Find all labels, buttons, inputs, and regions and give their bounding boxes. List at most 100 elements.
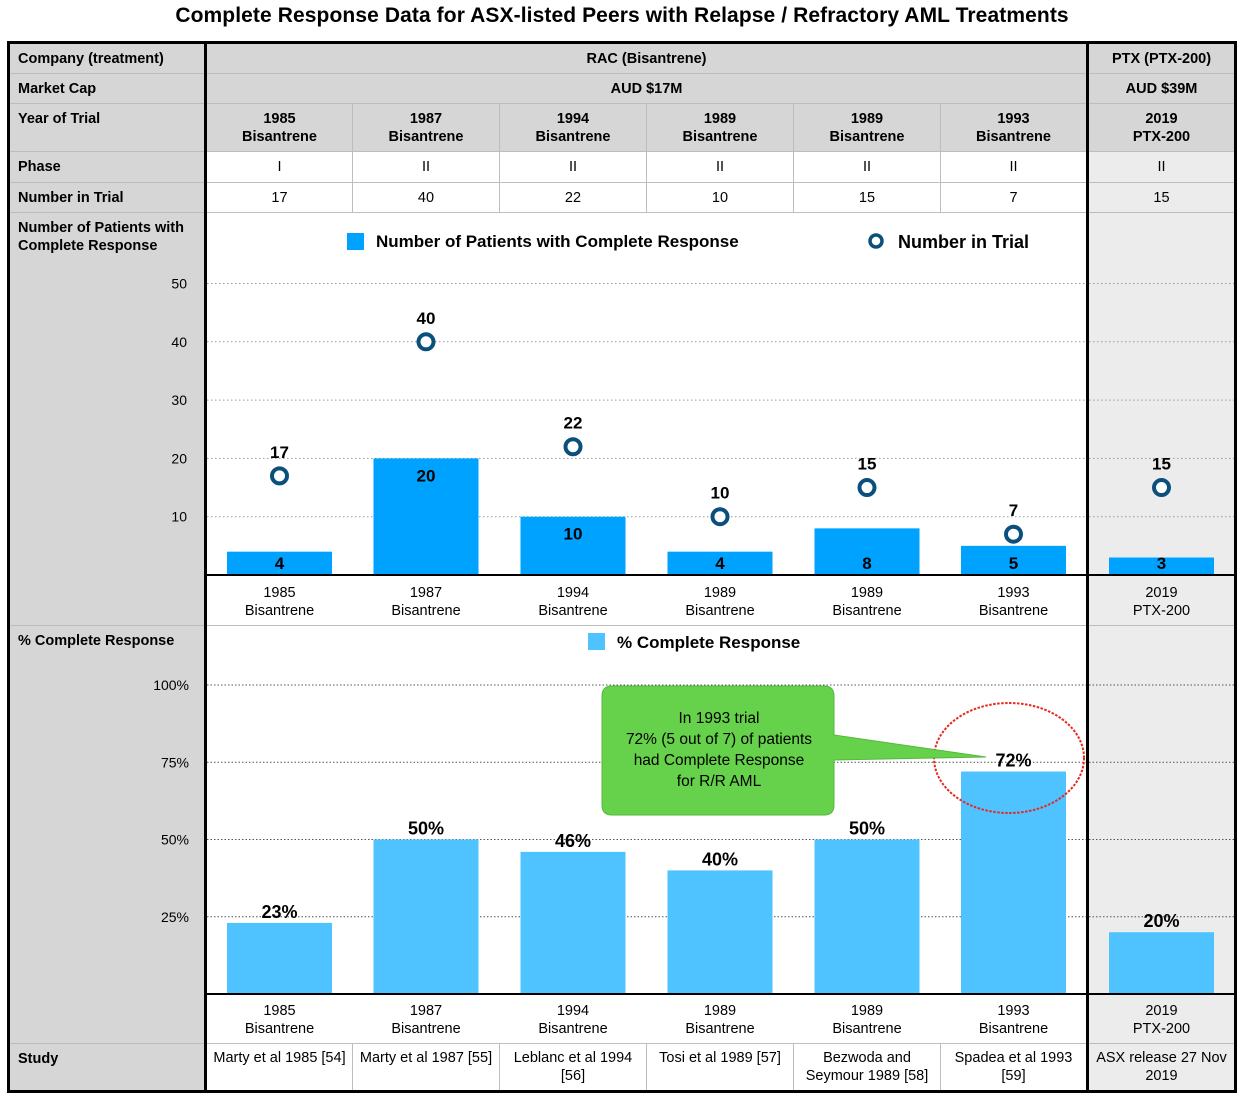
annotation-line-1: In 1993 trial	[679, 710, 760, 727]
study-value: Leblanc et al 1994 [56]	[513, 1050, 633, 1084]
x-tick-year: 1993	[997, 1003, 1029, 1019]
pct-cr-chart: % Complete Response 25% 50% 75% 100% 23% 50%…	[153, 633, 1234, 1037]
patients-cr-chart: Number of Patients with Complete Respons…	[171, 232, 1234, 619]
annotation-callout: In 1993 trial 72% (5 out of 7) of patien…	[601, 685, 987, 816]
x-tick-year: 1989	[851, 1003, 883, 1019]
bar-pct-value-label: 50%	[408, 819, 444, 839]
bar-patients-cr	[1109, 557, 1214, 575]
phase-cell: II	[421, 159, 431, 175]
y-tick-label: 40	[171, 334, 187, 350]
treatment-value: Bisantrene	[829, 129, 905, 145]
x-tick-year: 1989	[704, 585, 736, 601]
row-label-market-cap: Market Cap	[18, 80, 97, 97]
company-rac: RAC (Bisantrene)	[586, 50, 707, 67]
bar-pct-cr	[1109, 932, 1214, 994]
y-tick-label: 30	[171, 392, 187, 408]
study-cell: Bezwoda and Seymour 1989 [58]	[794, 1044, 940, 1090]
x-tick-year: 1993	[997, 585, 1029, 601]
legend-pct-swatch	[588, 633, 605, 650]
x-tick-treatment: Bisantrene	[832, 1021, 901, 1037]
year-cell: 1987 Bisantrene	[353, 104, 499, 151]
year-value: 2019	[1145, 111, 1178, 127]
study-value: Marty et al 1985 [54]	[213, 1050, 346, 1066]
bar-pct-cr	[373, 839, 479, 994]
annotation-line-3: had Complete Response	[634, 752, 805, 769]
study-cell: Tosi et al 1989 [57]	[647, 1044, 793, 1090]
market-cap-ptx: AUD $39M	[1125, 80, 1198, 97]
treatment-value: Bisantrene	[976, 129, 1051, 145]
row-label-number-in-trial: Number in Trial	[18, 189, 124, 206]
annotation-line-4: for R/R AML	[677, 773, 762, 790]
market-cap-rac: AUD $17M	[610, 80, 683, 97]
x-tick-treatment: Bisantrene	[245, 1021, 314, 1037]
year-cell: 1985 Bisantrene	[207, 104, 352, 151]
number-in-trial-cell: 15	[1153, 189, 1170, 206]
study-value: Spadea et al 1993 [59]	[954, 1050, 1073, 1084]
bar-value-label: 3	[1157, 554, 1166, 573]
x-tick-treatment: Bisantrene	[538, 1021, 607, 1037]
phase-cell: II	[862, 159, 872, 175]
marker-value-label: 15	[858, 455, 877, 474]
bar-pct-value-label: 40%	[702, 849, 738, 869]
marker-number-in-trial	[416, 332, 436, 352]
marker-value-label: 40	[417, 309, 436, 328]
marker-value-label: 22	[564, 414, 583, 433]
row-label-company: Company (treatment)	[18, 50, 164, 67]
x-tick-treatment: Bisantrene	[979, 1021, 1048, 1037]
bar-patients-cr	[814, 528, 920, 575]
number-in-trial-cell: 15	[858, 189, 876, 206]
number-in-trial-cell: 10	[711, 189, 729, 206]
y-tick-label: 20	[171, 450, 187, 466]
y-tick-label: 10	[171, 509, 187, 525]
header-rows-bg	[205, 43, 1235, 151]
study-value: Marty et al 1987 [55]	[359, 1050, 493, 1066]
row-label-study: Study	[18, 1051, 59, 1067]
year-cell: 1989 Bisantrene	[647, 104, 793, 151]
annotation-line-2: 72% (5 out of 7) of patients	[626, 731, 812, 748]
x-tick-treatment: PTX-200	[1133, 603, 1190, 619]
row-label-patients-cr: Number of Patients with Complete Respons…	[18, 220, 184, 254]
treatment-value: Bisantrene	[682, 129, 758, 145]
legend-label-pct-cr: % Complete Response	[617, 633, 800, 652]
x-tick-year: 1994	[557, 585, 589, 601]
row-label-pct-cr: % Complete Response	[18, 633, 175, 649]
bar-pct-cr	[227, 922, 332, 994]
bar-value-label: 4	[715, 554, 725, 573]
x-tick-treatment: Bisantrene	[832, 603, 901, 619]
legend-marker-swatch	[868, 233, 884, 249]
x-tick-treatment: Bisantrene	[685, 1021, 754, 1037]
row-label-phase: Phase	[18, 159, 61, 175]
bar-value-label: 5	[1009, 554, 1018, 573]
bar-patients-cr	[520, 516, 626, 575]
study-value: ASX release 27 Nov 2019	[1096, 1050, 1227, 1084]
phase-cell: II	[1157, 159, 1166, 175]
number-in-trial-cell: 7	[1009, 189, 1018, 206]
bar-pct-value-label: 23%	[261, 902, 297, 922]
bar-pct-value-label: 20%	[1143, 911, 1179, 931]
x-tick-treatment: Bisantrene	[538, 603, 607, 619]
bar-value-label: 10	[564, 525, 583, 544]
phase-cell: I	[277, 159, 282, 175]
bar-value-label: 4	[275, 554, 285, 573]
bar-patients-cr	[227, 551, 332, 575]
callout-bubble	[601, 685, 987, 816]
y-tick-label: 25%	[161, 909, 189, 925]
phase-cell: II	[1009, 159, 1018, 175]
marker-number-in-trial	[563, 437, 583, 457]
phase-cell: II	[568, 159, 578, 175]
x-tick-treatment: Bisantrene	[245, 603, 314, 619]
x-tick-treatment: Bisantrene	[685, 603, 754, 619]
study-cell: ASX release 27 Nov 2019	[1089, 1044, 1234, 1090]
bar-patients-cr	[373, 458, 479, 575]
treatment-value: Bisantrene	[535, 129, 611, 145]
number-in-trial-cell: 40	[417, 189, 435, 206]
legend-bar-swatch	[347, 233, 364, 250]
treatment-value: Bisantrene	[388, 129, 464, 145]
x-tick-year: 1994	[557, 1003, 589, 1019]
x-tick-year: 1987	[410, 1003, 442, 1019]
x-tick-treatment: PTX-200	[1133, 1021, 1190, 1037]
bar-pct-value-label: 46%	[555, 831, 591, 851]
y-tick-label: 75%	[161, 754, 189, 770]
